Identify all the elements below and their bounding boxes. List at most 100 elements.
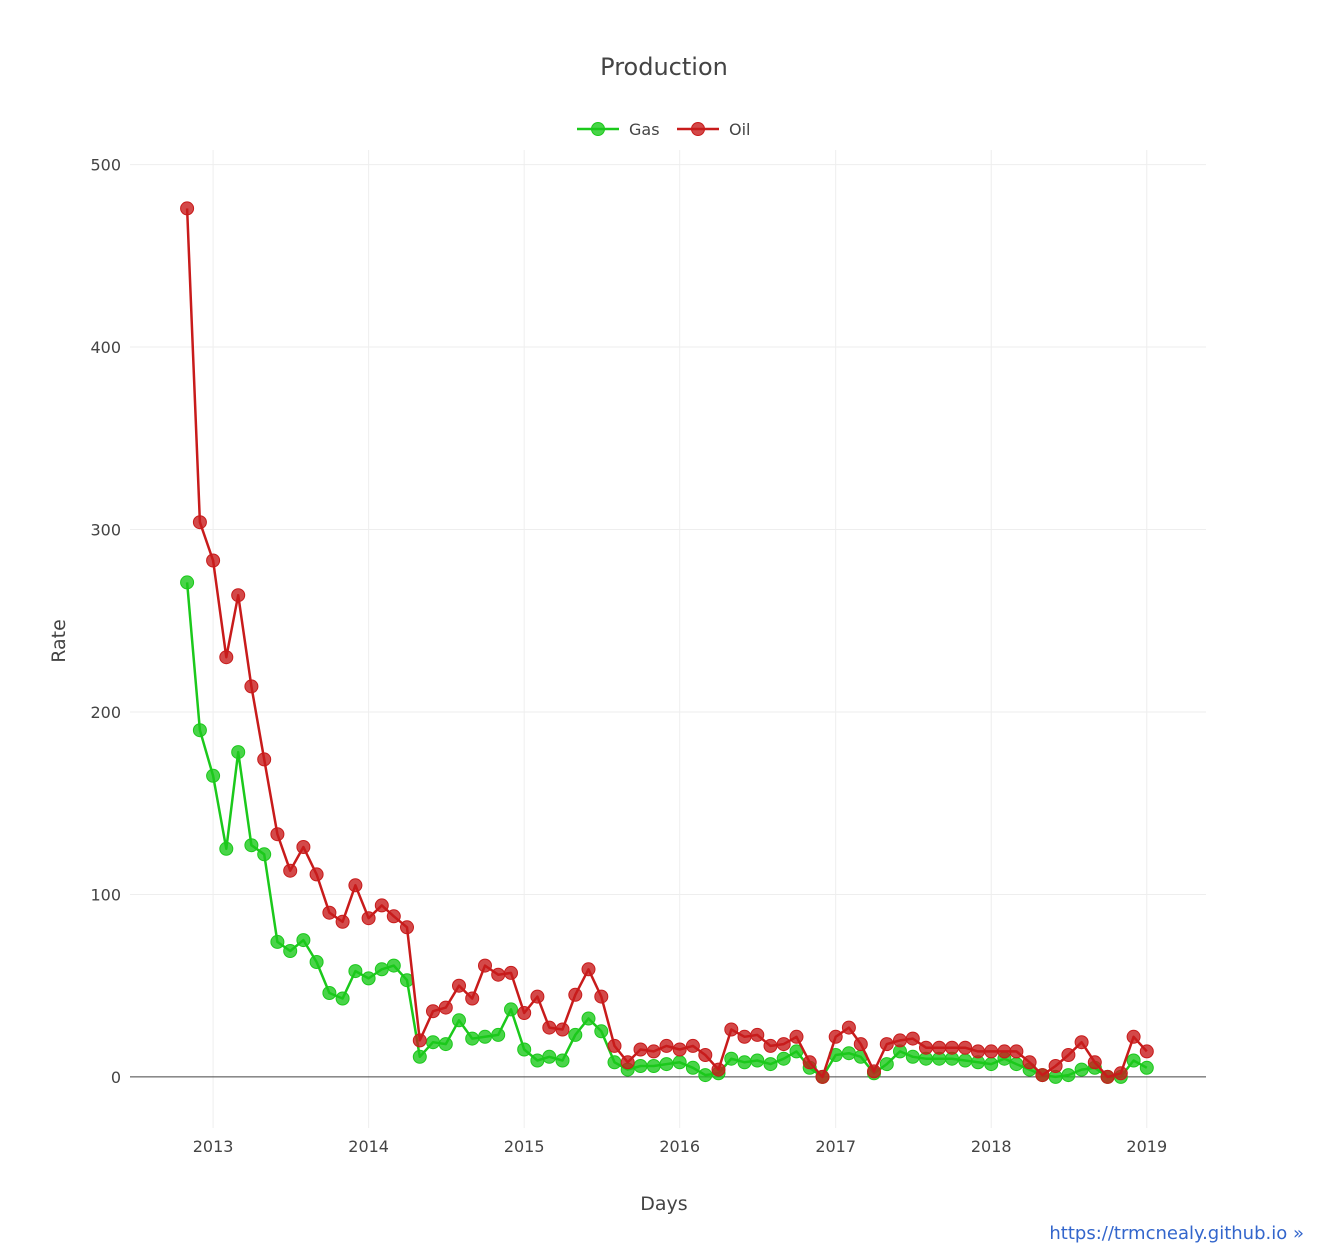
data-point[interactable] [530,989,545,1004]
data-point[interactable] [438,1000,453,1015]
data-point[interactable] [1061,1068,1076,1083]
data-point[interactable] [893,1033,907,1048]
data-point[interactable] [1061,1048,1076,1062]
data-point[interactable] [426,1035,440,1050]
data-point[interactable] [984,1044,999,1059]
data-point[interactable] [672,1055,687,1070]
data-point[interactable] [919,1040,933,1055]
data-point[interactable] [815,1069,830,1084]
data-point[interactable] [672,1042,687,1057]
data-point[interactable] [386,909,401,924]
data-point[interactable] [257,752,272,767]
data-point[interactable] [478,1029,492,1044]
data-point[interactable] [841,1046,856,1061]
data-point[interactable] [789,1029,804,1044]
data-point[interactable] [1100,1069,1115,1084]
data-point[interactable] [659,1057,674,1072]
data-point[interactable] [802,1055,817,1070]
data-point[interactable] [219,650,234,665]
data-point[interactable] [594,989,609,1004]
data-point[interactable] [568,987,583,1002]
data-point[interactable] [438,1037,453,1052]
data-point[interactable] [1139,1044,1154,1059]
data-point[interactable] [478,958,492,973]
data-point[interactable] [335,914,350,929]
data-point[interactable] [517,1006,532,1020]
data-point[interactable] [296,933,311,948]
data-point[interactable] [1074,1035,1089,1050]
data-point[interactable] [711,1062,726,1077]
data-point[interactable] [180,575,195,590]
data-point[interactable] [997,1044,1012,1059]
data-point[interactable] [283,944,298,958]
data-point[interactable] [465,1031,480,1046]
data-point[interactable] [283,863,298,878]
data-point[interactable] [958,1040,973,1055]
data-point[interactable] [763,1038,778,1053]
data-point[interactable] [1113,1066,1128,1081]
data-point[interactable] [1035,1068,1050,1083]
data-point[interactable] [296,840,311,854]
data-point[interactable] [633,1059,648,1073]
data-point[interactable] [1009,1044,1024,1059]
data-point[interactable] [685,1038,700,1053]
data-point[interactable] [542,1049,557,1064]
data-point[interactable] [737,1055,752,1070]
data-point[interactable] [905,1031,920,1046]
data-point[interactable] [491,967,506,982]
data-point[interactable] [1139,1060,1154,1075]
data-point[interactable] [1126,1029,1141,1044]
data-point[interactable] [244,679,259,694]
data-point[interactable] [828,1029,843,1044]
data-point[interactable] [322,905,337,920]
data-point[interactable] [231,745,246,760]
data-point[interactable] [607,1038,622,1053]
data-point[interactable] [206,553,221,568]
legend[interactable]: Gas Oil [577,120,750,139]
data-point[interactable] [659,1038,674,1053]
data-point[interactable] [426,1004,440,1019]
data-point[interactable] [984,1057,999,1072]
data-point[interactable] [555,1022,570,1037]
data-point[interactable] [452,1013,466,1028]
data-point[interactable] [867,1064,881,1079]
data-point[interactable] [646,1044,661,1059]
data-point[interactable] [633,1042,648,1057]
data-point[interactable] [698,1048,713,1062]
data-point[interactable] [309,867,324,882]
data-point[interactable] [504,965,518,980]
data-point[interactable] [776,1051,791,1066]
data-point[interactable] [646,1059,661,1073]
data-point[interactable] [763,1057,778,1072]
data-point[interactable] [698,1068,713,1083]
data-point[interactable] [971,1044,985,1059]
data-point[interactable] [180,201,195,216]
data-point[interactable] [412,1033,427,1048]
data-point[interactable] [1126,1053,1141,1068]
data-point[interactable] [841,1020,856,1035]
data-point[interactable] [1087,1055,1102,1070]
data-point[interactable] [737,1029,752,1044]
data-point[interactable] [594,1024,609,1039]
data-point[interactable] [374,898,389,913]
data-point[interactable] [192,515,207,530]
data-point[interactable] [335,991,350,1006]
data-point[interactable] [412,1049,427,1064]
legend-item-oil[interactable]: Oil [677,120,750,139]
data-point[interactable] [555,1053,570,1068]
data-point[interactable] [491,1027,506,1042]
data-point[interactable] [219,841,234,856]
data-point[interactable] [568,1027,583,1042]
data-point[interactable] [348,964,363,979]
data-point[interactable] [607,1055,622,1070]
data-point[interactable] [257,847,272,862]
data-point[interactable] [400,920,414,935]
data-point[interactable] [270,827,285,842]
data-point[interactable] [581,962,596,977]
data-point[interactable] [958,1053,973,1068]
data-point[interactable] [361,971,376,986]
data-point[interactable] [776,1037,791,1052]
data-point[interactable] [270,934,285,949]
data-point[interactable] [620,1055,635,1070]
legend-item-gas[interactable]: Gas [577,120,660,139]
